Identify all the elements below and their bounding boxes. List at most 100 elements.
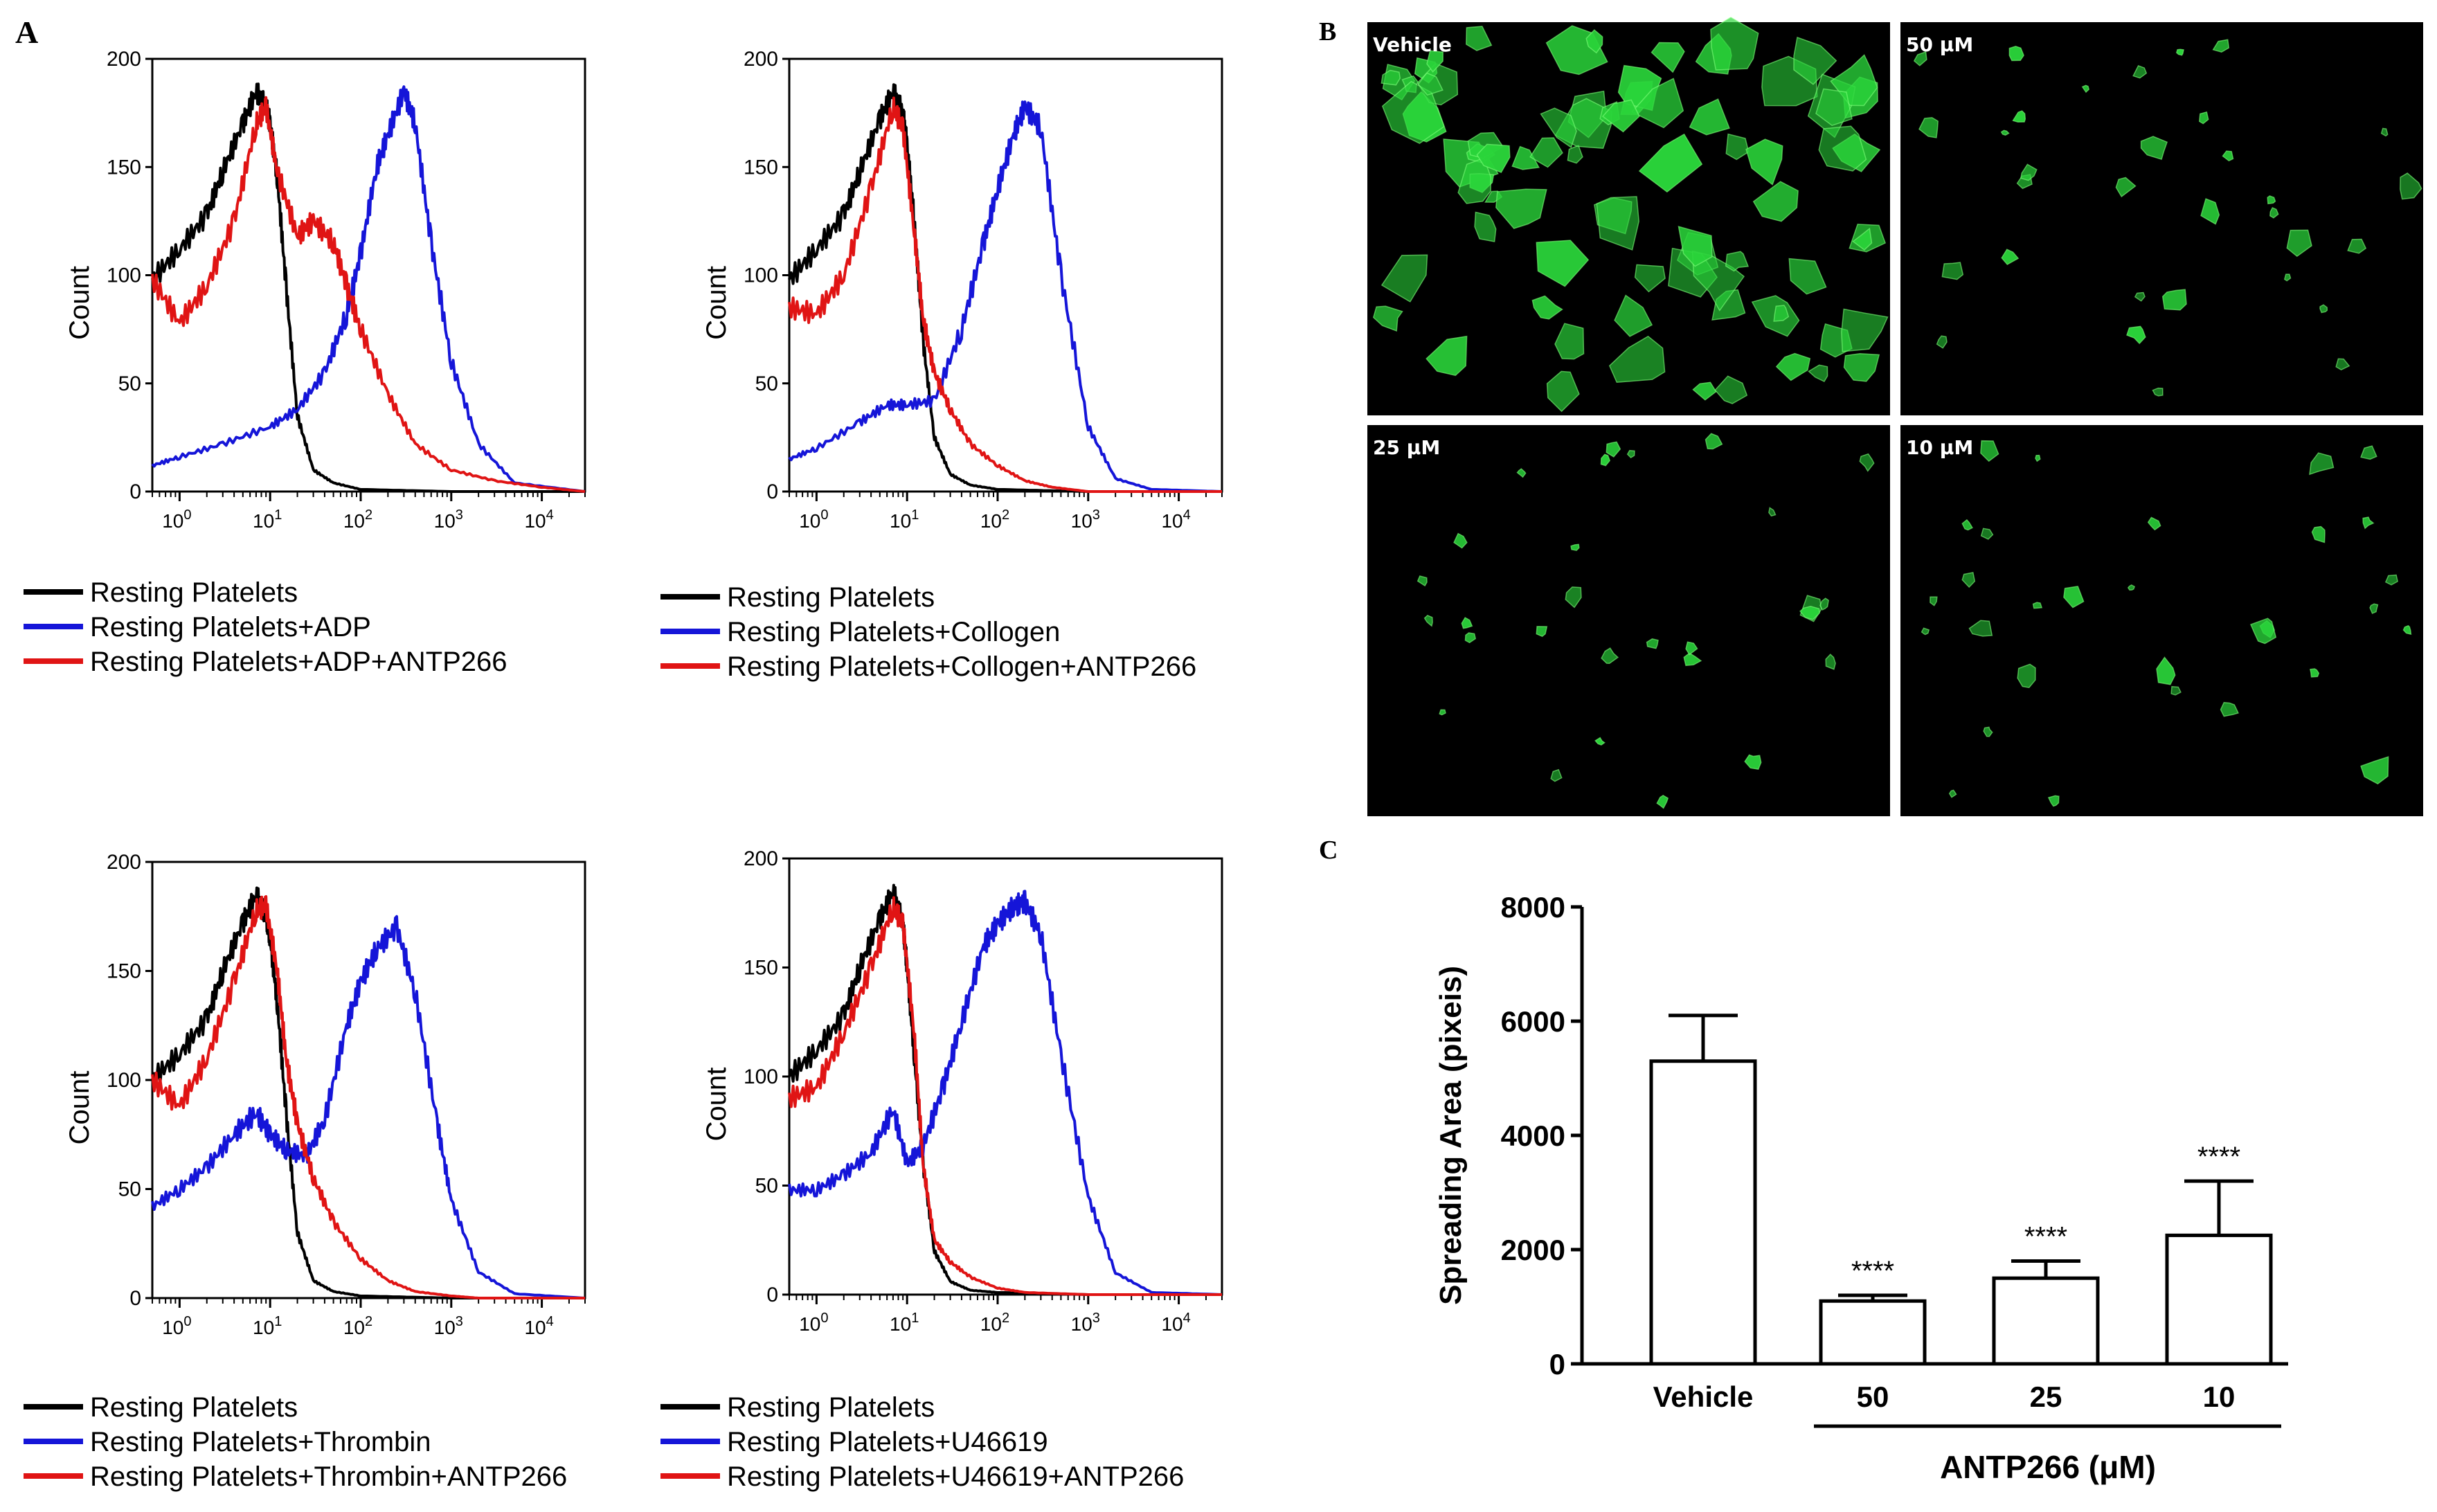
panel-letter-a: A	[15, 15, 38, 50]
platelet-cell	[2032, 602, 2043, 609]
platelet-cell	[2384, 574, 2398, 586]
series-line-2	[788, 890, 1223, 1296]
platelet-cell	[2199, 111, 2209, 125]
y-tick-label: 100	[107, 1069, 141, 1092]
platelet-cell	[1968, 620, 1993, 637]
platelet-cell	[1453, 532, 1468, 549]
platelet-cell	[2017, 663, 2036, 688]
platelet-cell	[1948, 789, 1957, 798]
legend-label: Resting Platelets	[90, 1392, 298, 1423]
legend-label: Resting Platelets+Collogen	[727, 617, 1060, 647]
platelet-cell	[2335, 358, 2350, 371]
bar	[1649, 1059, 1757, 1366]
platelet-cell	[2222, 150, 2234, 162]
platelet-cell	[2127, 584, 2136, 591]
legend-label: Resting Platelets+Thrombin+ANTP266	[90, 1461, 567, 1492]
platelet-cell	[1626, 449, 1635, 458]
y-tick-label: 100	[107, 264, 141, 287]
platelet-cell	[2175, 48, 2184, 56]
legend-label: Resting Platelets	[90, 577, 298, 608]
y-tick-label: 8000	[1501, 891, 1565, 924]
platelet-cell	[2008, 46, 2024, 62]
platelet-cell	[1417, 72, 1444, 96]
legend-label: Resting Platelets	[727, 1392, 935, 1423]
micrograph-4: 10 μM	[1900, 425, 2423, 816]
platelet-cell	[1678, 226, 1713, 267]
platelet-cell	[1476, 143, 1511, 174]
series-line-3	[788, 96, 1222, 493]
legend-label: Resting Platelets	[727, 582, 935, 613]
panel-letter-c: C	[1319, 836, 1338, 865]
x-tick-label: Vehicle	[1653, 1380, 1754, 1413]
platelet-cell	[1980, 528, 1994, 540]
y-tick-label: 0	[129, 480, 141, 503]
y-tick-label: 50	[118, 372, 141, 395]
platelet-cell	[1918, 117, 1939, 138]
platelet-cell	[1768, 507, 1777, 517]
platelet-cell	[2147, 516, 2161, 531]
series-line-3	[788, 896, 1222, 1296]
platelet-cell	[2001, 249, 2020, 265]
y-tick-label: 100	[744, 264, 778, 287]
platelet-cell	[1457, 157, 1492, 204]
x-tick-label: 50	[1857, 1380, 1889, 1413]
series-line-2	[151, 915, 586, 1299]
y-axis-label: Count	[64, 1071, 95, 1145]
y-axis-label: Count	[64, 266, 95, 340]
platelet-cell	[1606, 441, 1621, 458]
platelet-cell	[1825, 654, 1836, 670]
series-line-2	[151, 85, 586, 493]
platelet-cell	[1601, 647, 1619, 664]
platelet-cell	[2170, 685, 2182, 696]
platelet-cell	[1983, 726, 1993, 737]
y-tick-label: 50	[755, 372, 778, 395]
platelet-cell	[1608, 335, 1666, 383]
micrograph-1: Vehicle	[1367, 17, 1890, 415]
platelet-cell	[2035, 454, 2041, 462]
platelet-cell	[1614, 294, 1653, 337]
series-line-3	[151, 895, 585, 1299]
y-tick-label: 0	[766, 1284, 778, 1306]
legend-label: Resting Platelets+U46619+ANTP266	[727, 1461, 1184, 1492]
platelet-cell	[1381, 69, 1401, 86]
y-axis-label: Count	[701, 266, 732, 340]
x-axis-label: ANTP266 (μM)	[1940, 1449, 2156, 1485]
platelet-cell	[1630, 78, 1684, 129]
platelet-cell	[2360, 756, 2389, 785]
platelet-cell	[1799, 606, 1820, 620]
platelet-cell	[1714, 375, 1748, 404]
y-tick-label: 150	[107, 960, 141, 983]
platelet-cell	[1980, 440, 1999, 462]
platelet-cell	[1426, 335, 1468, 377]
micrograph-label: Vehicle	[1373, 33, 1452, 56]
platelet-cell	[1594, 737, 1606, 746]
platelet-cell	[2020, 163, 2038, 181]
platelet-cell	[1941, 262, 1964, 280]
platelet-cell	[1818, 125, 1867, 172]
platelet-cell	[1461, 617, 1473, 629]
platelet-cell	[1913, 51, 1927, 66]
platelet-cell	[2115, 177, 2137, 198]
platelet-cell	[2369, 603, 2379, 614]
significance-label: ****	[2197, 1142, 2240, 1172]
platelet-cell	[1495, 188, 1547, 229]
platelet-cell	[2161, 289, 2187, 311]
platelet-cell	[2140, 136, 2168, 161]
platelet-cell	[1685, 641, 1698, 656]
platelet-cell	[1808, 364, 1828, 382]
platelet-cell	[2220, 701, 2239, 717]
platelet-cell	[2249, 618, 2277, 645]
platelet-cell	[1656, 795, 1669, 809]
y-tick-label: 200	[744, 48, 778, 71]
platelet-cell	[2362, 516, 2375, 530]
platelet-cell	[1529, 137, 1563, 168]
y-tick-label: 150	[107, 156, 141, 179]
platelet-cell	[1585, 29, 1603, 54]
y-tick-label: 100	[744, 1065, 778, 1088]
platelet-cell	[2402, 624, 2412, 636]
